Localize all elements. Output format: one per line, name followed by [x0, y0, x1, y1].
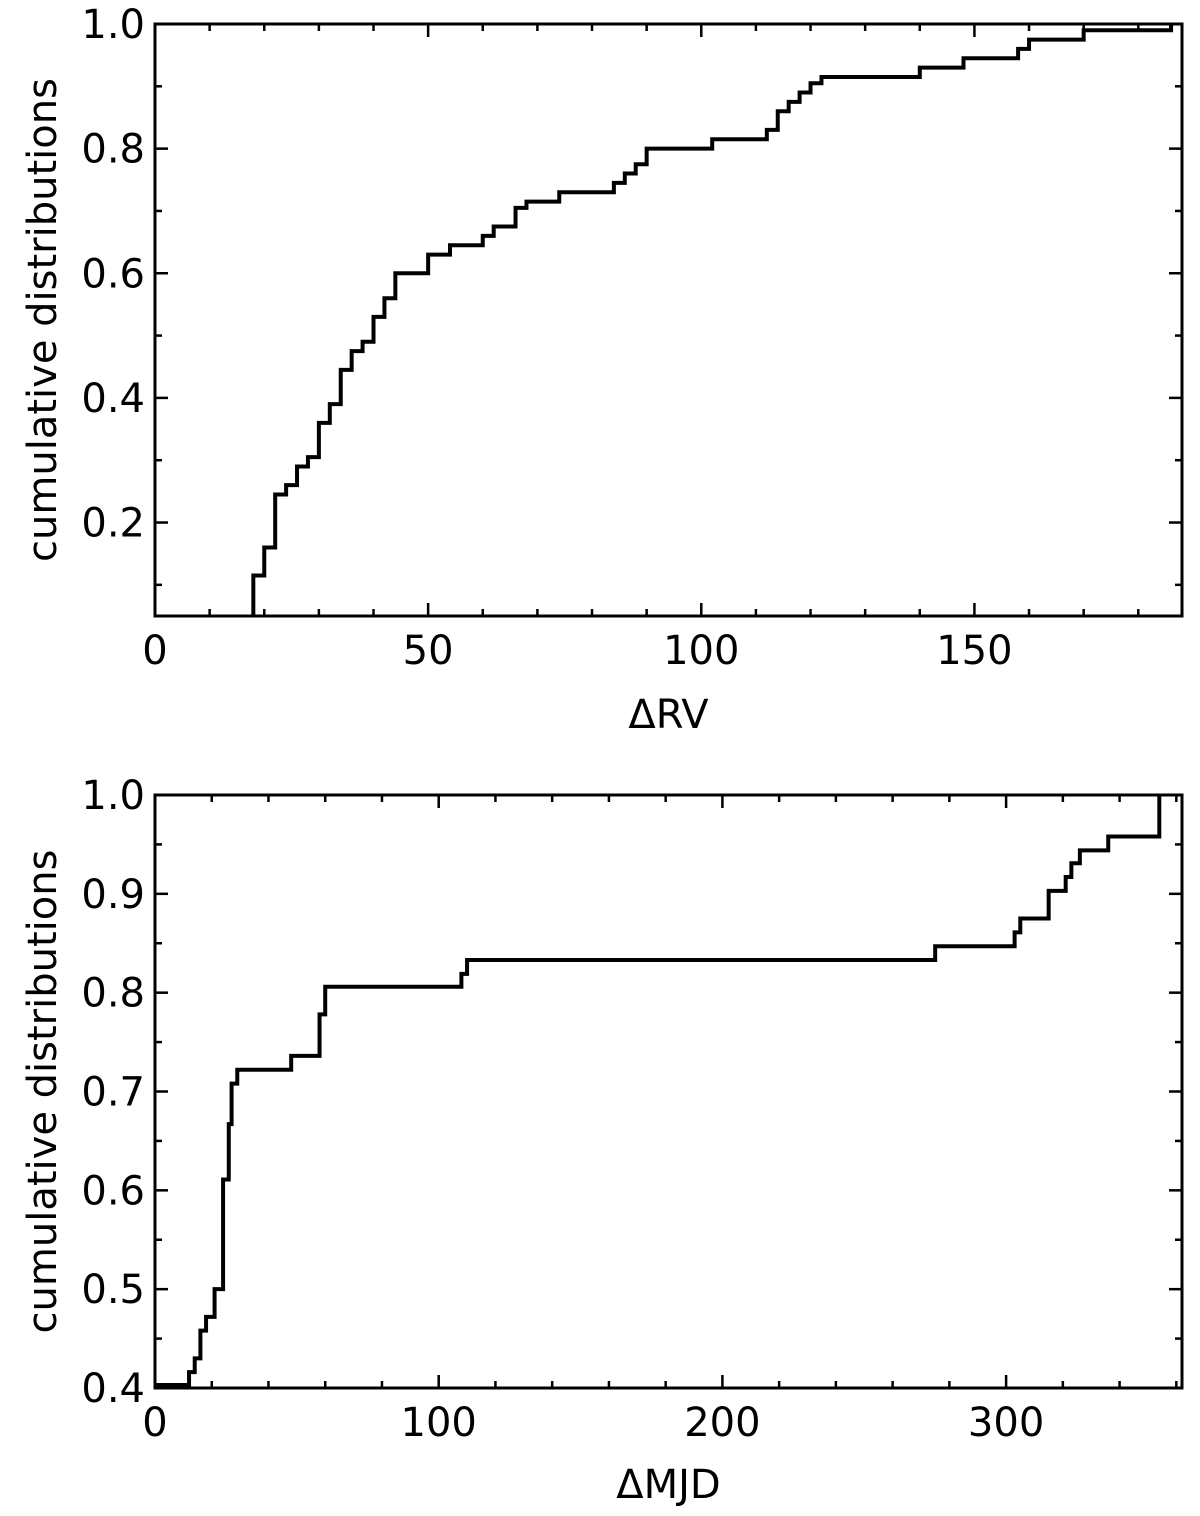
x-tick-label: 150 [936, 628, 1012, 674]
y-axis-label: cumulative distributions [20, 78, 66, 562]
y-tick-label: 0.2 [81, 501, 145, 547]
y-axis-label: cumulative distributions [20, 850, 66, 1334]
y-tick-label: 0.8 [81, 127, 145, 173]
y-tick-labels: 0.4 0.5 0.6 0.7 0.8 0.9 1.0 [81, 773, 145, 1412]
y-tick-label: 0.7 [81, 1070, 145, 1116]
y-tick-label: 0.5 [81, 1267, 145, 1313]
x-tick-label: 100 [663, 628, 739, 674]
y-tick-label: 1.0 [81, 2, 145, 48]
y-tick-label: 0.6 [81, 1168, 145, 1214]
tick-marks [153, 793, 1182, 1390]
tick-marks [153, 22, 1182, 616]
x-tick-label: 300 [968, 1400, 1044, 1446]
y-tick-labels: 0.2 0.4 0.6 0.8 1.0 [81, 2, 145, 547]
x-axis-label: ΔMJD [616, 1462, 720, 1508]
x-tick-label: 100 [401, 1400, 477, 1446]
plot-frame [153, 22, 1184, 618]
x-tick-label: 0 [142, 628, 167, 674]
plot-frame [153, 793, 1184, 1390]
y-tick-label: 0.6 [81, 251, 145, 297]
x-tick-label: 0 [142, 1400, 167, 1446]
bottom-panel-mjd: 0 100 200 300 0.4 0.5 0.6 0.7 0.8 0.9 1.0 ΔMJD cu… [20, 773, 1184, 1508]
x-tick-label: 200 [684, 1400, 760, 1446]
y-tick-label: 0.9 [81, 872, 145, 918]
y-tick-label: 1.0 [81, 773, 145, 819]
y-tick-label: 0.8 [81, 971, 145, 1017]
x-axis-label: ΔRV [628, 692, 709, 738]
x-tick-labels: 0 100 200 300 [142, 1400, 1044, 1446]
cdf-step-line [155, 795, 1162, 1388]
x-tick-labels: 0 50 100 150 [142, 628, 1012, 674]
x-tick-label: 50 [403, 628, 454, 674]
y-tick-label: 0.4 [81, 376, 145, 422]
cdf-step-line [251, 24, 1174, 616]
top-panel-rv: 0 50 100 150 0.2 0.4 0.6 0.8 1.0 ΔRV cumulative… [20, 2, 1184, 738]
y-tick-label: 0.4 [81, 1366, 145, 1412]
